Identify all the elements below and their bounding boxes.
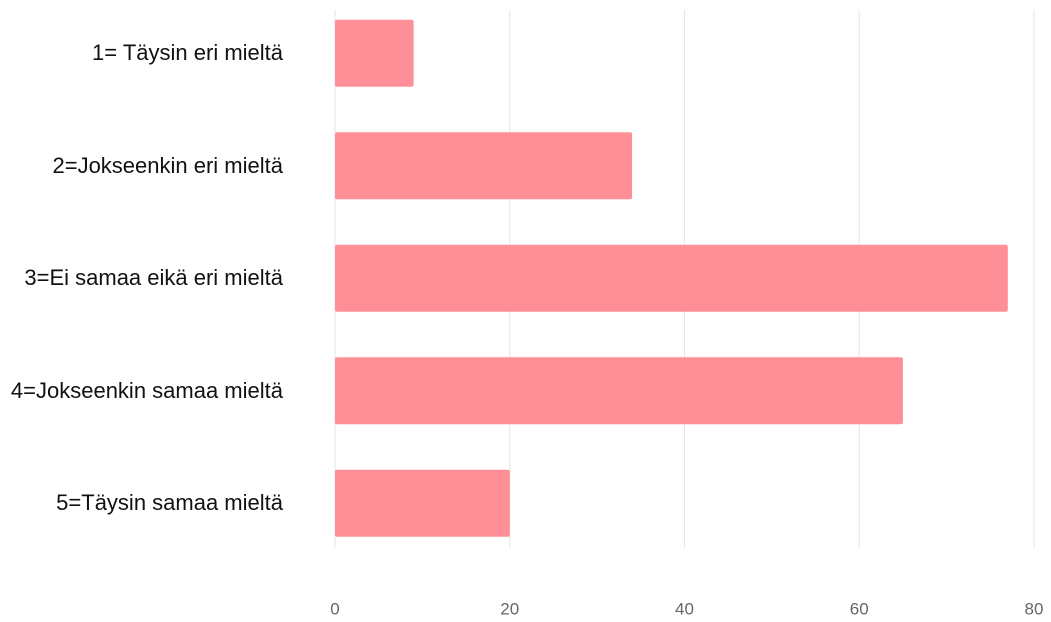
bar	[335, 357, 903, 425]
bar	[335, 132, 633, 200]
bar	[335, 19, 414, 87]
bar	[335, 469, 510, 537]
category-label: 3=Ei samaa eikä eri mieltä	[24, 265, 283, 291]
bar	[335, 244, 1008, 312]
x-tick-label: 0	[330, 599, 339, 618]
x-tick-label: 40	[675, 599, 694, 618]
category-label: 4=Jokseenkin samaa mieltä	[10, 377, 283, 403]
x-tick-label: 80	[1025, 599, 1044, 618]
x-tick-label: 60	[850, 599, 869, 618]
category-label: 2=Jokseenkin eri mieltä	[52, 152, 283, 178]
category-label: 5=Täysin samaa mieltä	[56, 490, 283, 516]
x-tick-label: 20	[500, 599, 519, 618]
category-label: 1= Täysin eri mieltä	[92, 40, 283, 66]
